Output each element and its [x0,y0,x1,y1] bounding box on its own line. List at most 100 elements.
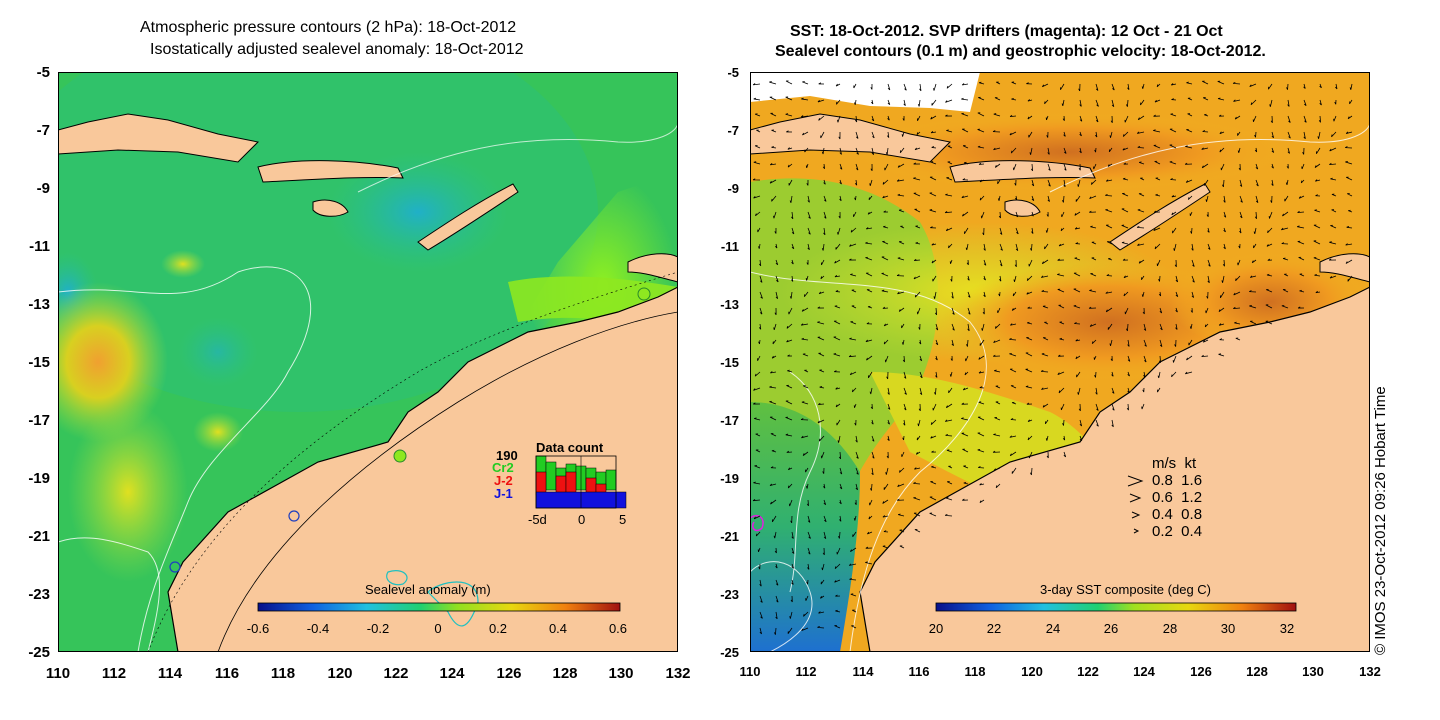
velocity-arrow [837,227,841,235]
velocity-arrow [759,291,763,299]
velocity-arrow [770,112,777,117]
velocity-arrow [758,243,761,249]
velocity-arrow [995,385,1001,389]
velocity-arrow [930,480,937,485]
velocity-arrow [897,163,905,168]
velocity-arrow [1191,291,1195,298]
velocity-arrow [1287,131,1291,139]
velocity-arrow [775,259,779,266]
velocity-arrow [835,609,841,613]
velocity-arrow [1205,195,1209,202]
velocity-arrow [1047,195,1050,202]
velocity-arrow [838,211,841,219]
velocity-arrow [1127,387,1130,394]
map-frame [58,72,678,652]
velocity-arrow [1095,99,1099,107]
velocity-arrow [775,595,779,603]
velocity-arrow [965,243,969,251]
velocity-arrow [979,195,985,201]
velocity-arrow [802,81,809,85]
velocity-arrow [1142,307,1145,315]
velocity-arrow [1027,419,1033,423]
velocity-arrow [1078,403,1081,412]
velocity-arrow [1330,224,1337,229]
velocity-arrow [1108,147,1113,153]
velocity-arrow [901,339,905,345]
velocity-arrow [896,179,905,182]
velocity-arrow [1171,98,1177,101]
velocity-arrow [981,323,985,331]
velocity-arrow [818,352,825,357]
velocity-arrow [855,467,859,475]
velocity-arrow [1190,307,1193,313]
velocity-arrow [791,243,795,250]
velocity-arrow [1044,321,1049,325]
left-x-tick: 120 [327,665,353,682]
velocity-arrow [1345,176,1353,181]
velocity-arrow [979,179,985,183]
velocity-arrow [753,161,761,165]
sealevel-colorbar-tick: 0 [434,621,442,636]
velocity-arrow [834,625,841,629]
velocity-arrow [853,403,857,408]
velocity-arrow [1222,179,1225,188]
velocity-arrow [838,131,841,140]
velocity-arrow [1042,337,1049,341]
left-x-tick: 116 [214,665,240,682]
velocity-arrow [1110,115,1113,124]
velocity-arrow [1315,194,1321,197]
velocity-arrow [993,354,1001,357]
data-count-series-j1: J-1 [494,486,513,501]
tide-gauge-marker [637,287,651,301]
velocity-arrow [820,275,825,280]
velocity-arrow [769,81,777,85]
velocity-arrow [1207,243,1211,250]
velocity-arrow [770,499,777,505]
velocity-arrow [1249,305,1257,309]
velocity-arrow [1105,307,1113,313]
left-x-tick: 128 [552,665,578,682]
velocity-arrow [1137,243,1145,246]
velocity-arrow [946,177,953,181]
velocity-arrow [1187,195,1193,200]
velocity-arrow [983,275,986,281]
velocity-arrow [868,195,873,201]
velocity-arrow [997,195,1001,201]
velocity-arrow [1027,306,1033,309]
left-y-tick: -23 [28,586,50,603]
velocity-arrow [854,179,858,186]
velocity-arrow [1042,403,1049,408]
velocity-arrow [1284,195,1289,202]
velocity-arrow [1109,339,1113,347]
velocity-arrow [817,419,825,424]
velocity-arrow [961,128,969,133]
velocity-arrow [823,179,826,185]
velocity-arrow [1109,131,1113,138]
velocity-arrow [999,275,1002,282]
velocity-arrow [817,99,825,103]
velocity-arrow [1122,147,1129,151]
velocity-arrow [1079,99,1082,107]
velocity-arrow [822,483,826,489]
velocity-arrow [769,416,777,421]
sst-colorbar-tick: 32 [1279,621,1295,636]
sst-map-canvas [750,72,1370,652]
velocity-arrow [934,307,938,316]
velocity-arrow [914,467,921,470]
velocity-arrow [1202,97,1209,101]
velocity-arrow [945,497,953,501]
velocity-arrow [754,113,761,117]
velocity-arrow [947,145,953,149]
velocity-arrow [865,272,873,277]
velocity-arrow [946,481,953,485]
velocity-arrow [883,225,889,229]
velocity-arrow [1045,115,1049,121]
velocity-arrow [918,403,921,412]
velocity-arrow [1347,115,1353,120]
velocity-arrow [834,259,841,264]
velocity-arrow [855,483,858,491]
velocity-arrow [769,163,777,166]
velocity-arrow [801,307,809,312]
velocity-arrow [759,275,763,283]
velocity-arrow [914,529,921,533]
